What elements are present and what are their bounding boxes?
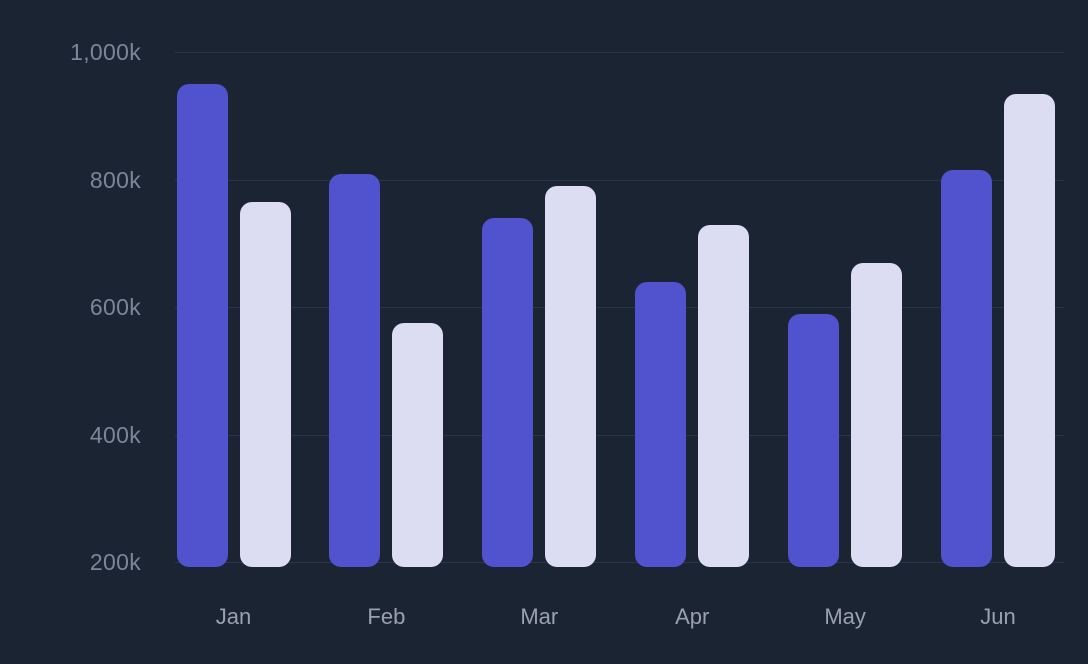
- bar-jun-series-secondary[interactable]: [1004, 93, 1055, 567]
- bar-feb-series-secondary[interactable]: [392, 323, 444, 567]
- bar-jun-series-primary[interactable]: [941, 170, 992, 567]
- y-axis-tick-label: 800k: [89, 166, 141, 193]
- gridline-200k: [175, 562, 1064, 563]
- x-axis-tick-label: Feb: [367, 604, 406, 629]
- x-axis-tick-label: Mar: [520, 604, 559, 629]
- bar-mar-series-secondary[interactable]: [545, 186, 597, 567]
- bar-may-series-secondary[interactable]: [851, 262, 903, 567]
- x-axis-tick-label: Jun: [980, 604, 1016, 629]
- x-axis-tick-label: Jan: [215, 604, 252, 629]
- y-axis-tick-label: 600k: [89, 294, 141, 320]
- y-axis-tick-label: 400k: [89, 421, 141, 448]
- x-axis-tick-label: Apr: [675, 604, 710, 629]
- gridline-600k: [175, 307, 1064, 308]
- gridline-1,000k: [175, 52, 1064, 53]
- bar-mar-series-primary[interactable]: [482, 218, 534, 567]
- bar-apr-series-primary[interactable]: [635, 282, 687, 567]
- y-axis-tick-label: 1,000k: [70, 39, 141, 65]
- bar-jan-series-primary[interactable]: [176, 84, 228, 567]
- bar-apr-series-secondary[interactable]: [698, 224, 750, 567]
- bar-feb-series-primary[interactable]: [329, 173, 381, 567]
- x-axis-tick-label: May: [824, 604, 866, 629]
- bar-jan-series-secondary[interactable]: [239, 202, 291, 567]
- y-axis-tick-label: 200k: [89, 549, 141, 575]
- gridline-400k: [175, 434, 1064, 436]
- gridline-800k: [175, 179, 1064, 181]
- bar-may-series-primary[interactable]: [788, 313, 840, 567]
